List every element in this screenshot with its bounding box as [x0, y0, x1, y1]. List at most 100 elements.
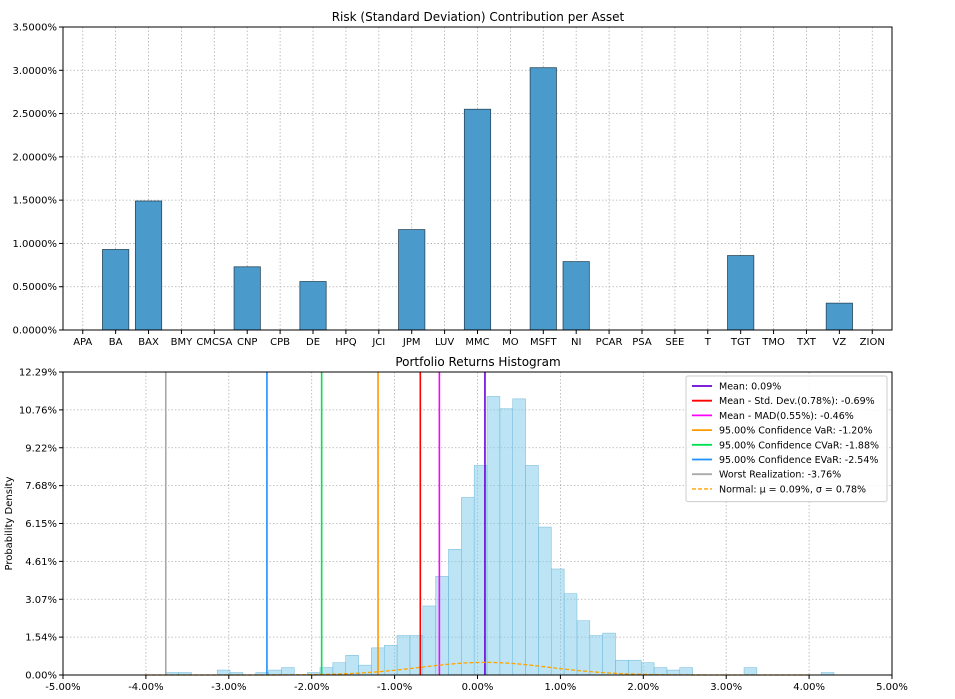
risk-chart-x-tick-label: TGT — [730, 337, 752, 348]
histogram-bin — [396, 635, 411, 676]
risk-chart-x-tick-label: CMCSA — [196, 337, 232, 348]
histogram-bin — [486, 396, 501, 676]
histogram-x-tick-label: 4.00% — [793, 682, 825, 693]
histogram-x-tick-label: -1.00% — [377, 682, 412, 693]
risk-chart-x-tick-label: HPQ — [335, 337, 357, 348]
histogram-risk-lines — [164, 372, 486, 675]
histogram-bin — [358, 664, 372, 676]
histogram-x-tick-label: 5.00% — [876, 682, 908, 693]
histogram-bin — [499, 408, 513, 676]
risk-chart-x-tick-label: CNP — [237, 337, 258, 348]
histogram-bin — [281, 667, 295, 676]
histogram-bin — [332, 662, 346, 676]
histogram-y-tick-label: 0.00% — [25, 671, 57, 682]
risk-bar-msft — [529, 67, 557, 331]
risk-chart-x-tick-label: MMC — [465, 337, 489, 348]
histogram-bin — [551, 568, 565, 676]
histogram-bin — [589, 635, 603, 676]
risk-chart-y-tick-label: 0.0000% — [13, 326, 58, 337]
risk-chart-y-tick-label: 1.5000% — [13, 196, 58, 207]
histogram-bin — [422, 605, 436, 676]
risk-chart-y-tick-label: 2.0000% — [13, 152, 58, 163]
legend-label-normal: Normal: μ = 0.09%, σ = 0.78% — [719, 484, 866, 495]
histogram-x-tick-label: 2.00% — [627, 682, 659, 693]
histogram-bin — [538, 526, 552, 676]
histogram-bin — [653, 667, 668, 676]
risk-chart-x-tick-label: ZION — [860, 337, 885, 348]
histogram-bins — [165, 396, 835, 676]
histogram-bin — [743, 667, 758, 676]
histogram-bin — [512, 398, 526, 676]
histogram-y-tick-label: 12.29% — [19, 368, 57, 379]
risk-bar-mmc — [463, 108, 492, 331]
histogram-frame — [62, 371, 893, 676]
risk-chart-x-tick-label: LUV — [435, 337, 454, 348]
histogram-x-tick-label: -3.00% — [211, 682, 246, 693]
histogram-x-tick-label: -4.00% — [128, 682, 163, 693]
histogram-bin — [628, 659, 642, 676]
histogram-bin — [345, 655, 359, 676]
histogram-x-tick-label: 3.00% — [710, 682, 742, 693]
risk-chart-x-tick-label: PCAR — [596, 337, 623, 348]
returns-histogram-chart: Portfolio Returns Histogram Probability … — [4, 355, 908, 693]
risk-bar-jpm — [398, 229, 426, 331]
histogram-legend: Mean: 0.09% Mean - Std. Dev.(0.78%): -0.6… — [685, 375, 888, 503]
risk-chart-x-tick-label: TMO — [761, 337, 785, 348]
risk-bar-cnp — [233, 266, 261, 331]
risk-chart-x-tick-label: BA — [109, 337, 123, 348]
histogram-y-tick-label: 1.54% — [25, 633, 57, 644]
histogram-bin — [435, 576, 449, 676]
risk-chart-x-tick-label: MSFT — [530, 337, 558, 348]
risk-chart-x-tick-label: JPM — [402, 337, 421, 348]
histogram-y-tick-label: 7.68% — [25, 481, 57, 492]
legend-label-2: Mean - MAD(0.55%): -0.46% — [719, 411, 854, 422]
histogram-y-tick-label: 9.22% — [25, 443, 57, 454]
risk-chart-x-tick-label: NI — [571, 337, 581, 348]
risk-chart-x-tick-label: VZ — [833, 337, 847, 348]
histogram-x-tick-label: 0.00% — [462, 682, 494, 693]
histogram-bin — [679, 667, 693, 676]
histogram-y-tick-label: 10.76% — [19, 405, 57, 416]
histogram-bin — [615, 659, 629, 676]
histogram-x-tick-label: -2.00% — [294, 682, 329, 693]
risk-chart-bars — [102, 67, 853, 331]
legend-label-5: 95.00% Confidence EVaR: -2.54% — [719, 455, 878, 466]
histogram-title: Portfolio Returns Histogram — [395, 355, 560, 369]
risk-chart-y-tick-label: 3.0000% — [13, 66, 58, 77]
histogram-ticks: -5.00% -4.00% -3.00% -2.00% -1.00% 0.00% 1.00%… — [19, 368, 908, 694]
risk-chart-x-tick-label: TXT — [796, 337, 817, 348]
histogram-y-tick-label: 3.07% — [25, 595, 57, 606]
risk-chart-y-tick-label: 3.5000% — [13, 23, 58, 34]
risk-chart-x-tick-label: BAX — [138, 337, 159, 348]
risk-chart-x-tick-label: PSA — [632, 337, 652, 348]
legend-label-3: 95.00% Confidence VaR: -1.20% — [719, 426, 872, 437]
risk-chart-x-tick-label: MO — [502, 337, 519, 348]
risk-chart-x-tick-label: DE — [306, 337, 320, 348]
histogram-bin — [576, 620, 591, 676]
risk-chart-y-tick-label: 2.5000% — [13, 109, 58, 120]
histogram-bin — [563, 593, 578, 676]
risk-chart-x-tick-label: SEE — [665, 337, 684, 348]
risk-chart-frame — [62, 26, 893, 331]
histogram-y-axis-label: Probability Density — [4, 476, 15, 570]
risk-chart-ticks: 0.0000% 0.5000% 1.0000% 1.5000% 2.0000% 2.500… — [13, 23, 885, 349]
risk-bar-de — [299, 281, 327, 331]
histogram-bin — [461, 497, 475, 676]
risk-bar-tgt — [727, 255, 755, 331]
legend-box — [685, 375, 888, 503]
legend-label-4: 95.00% Confidence CVaR: -1.88% — [719, 440, 879, 451]
histogram-x-tick-label: 1.00% — [545, 682, 577, 693]
risk-chart-x-tick-label: BMY — [171, 337, 193, 348]
risk-bar-bax — [134, 200, 163, 331]
risk-bar-ba — [102, 249, 130, 331]
risk-contribution-chart: Risk (Standard Deviation) Contribution p… — [13, 10, 893, 348]
histogram-bin — [268, 669, 282, 676]
risk-chart-title: Risk (Standard Deviation) Contribution p… — [332, 10, 625, 24]
legend-label-6: Worst Realization: -3.76% — [719, 470, 841, 481]
histogram-bin — [448, 549, 462, 676]
histogram-y-tick-label: 6.15% — [25, 519, 57, 530]
histogram-bin — [640, 662, 655, 676]
risk-chart-y-tick-label: 1.0000% — [13, 239, 58, 250]
risk-bar-vz — [825, 302, 853, 331]
